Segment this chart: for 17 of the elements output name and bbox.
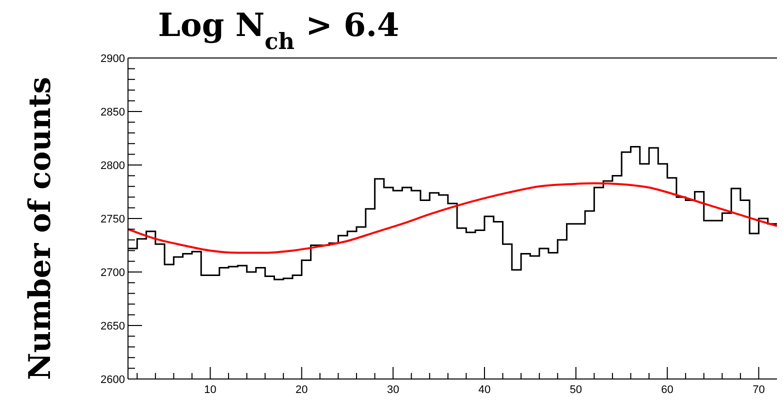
y-tick-label: 2750: [100, 213, 125, 226]
y-tick-label: 2600: [100, 374, 125, 386]
y-tick-label: 2650: [100, 320, 125, 332]
x-tick-label: 60: [661, 384, 674, 396]
x-tick-label: 50: [570, 384, 582, 396]
x-tick-label: 30: [386, 384, 400, 396]
y-tick-label: 2700: [100, 266, 125, 279]
line-series: [127, 182, 778, 254]
y-tick-label: 2850: [100, 106, 125, 118]
x-tick-label: 20: [296, 384, 308, 396]
x-tick-label: 40: [478, 384, 491, 396]
y-tick-label: 2800: [100, 160, 125, 172]
y-axis-title: Number of counts: [23, 76, 58, 380]
chart-title: Log N$_{ch}$ > 6.4: [158, 6, 400, 55]
x-tick-label: 10: [204, 384, 216, 396]
x-tick-label: 70: [752, 384, 765, 396]
y-tick-label: 2900: [100, 52, 125, 65]
